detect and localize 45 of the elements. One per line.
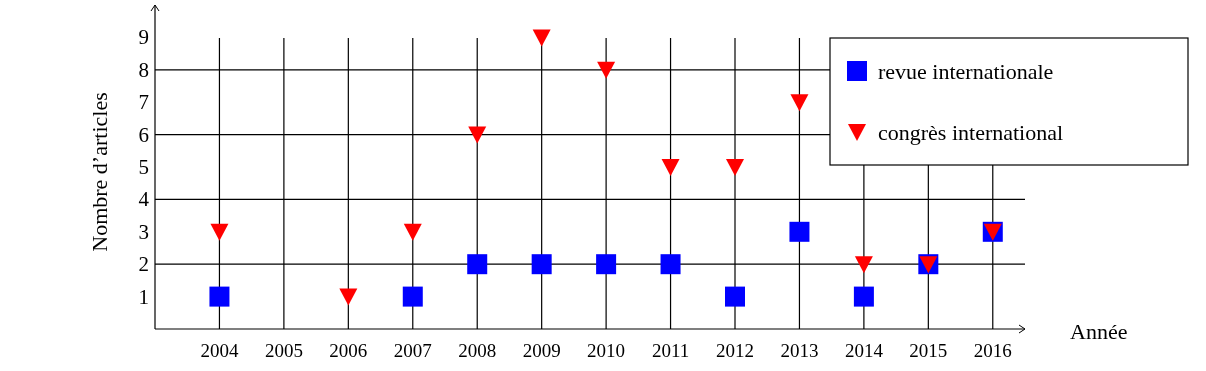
x-tick-label: 2015 xyxy=(909,340,948,361)
y-tick-label: 3 xyxy=(138,219,149,244)
x-tick-label: 2008 xyxy=(458,340,497,361)
y-tick-label: 8 xyxy=(138,57,149,82)
point xyxy=(597,61,616,79)
x-tick-label: 2004 xyxy=(200,340,239,361)
legend-label: revue internationale xyxy=(878,58,1054,84)
y-tick-label: 1 xyxy=(138,284,149,309)
point xyxy=(726,159,744,176)
point xyxy=(210,223,229,241)
point xyxy=(661,159,680,176)
point xyxy=(532,29,551,47)
x-axis-title: Année xyxy=(1070,319,1128,344)
point xyxy=(725,286,745,307)
y-tick-label: 7 xyxy=(138,90,149,115)
point xyxy=(854,256,873,274)
y-axis-title: Nombre d’articles xyxy=(87,92,112,252)
x-tick-label: 2016 xyxy=(973,340,1012,361)
point xyxy=(790,94,809,112)
point xyxy=(468,126,487,144)
x-tick-label: 2011 xyxy=(651,340,690,361)
point xyxy=(660,254,681,275)
x-tick-label: 2006 xyxy=(329,340,368,361)
x-tick-label: 2007 xyxy=(393,340,432,361)
x-tick-label: 2005 xyxy=(264,340,303,361)
point xyxy=(853,286,874,307)
y-tick-label: 9 xyxy=(138,25,149,50)
x-tick-label: 2012 xyxy=(716,340,754,361)
x-tick-label: 2009 xyxy=(522,340,561,361)
x-tick-label: 2010 xyxy=(587,340,626,361)
y-tick-label: 2 xyxy=(138,252,149,277)
x-tick-label: 2013 xyxy=(780,340,819,361)
point xyxy=(789,221,810,242)
y-tick-label: 5 xyxy=(138,155,149,179)
point xyxy=(339,288,358,306)
y-tick-label: 6 xyxy=(138,122,149,147)
point xyxy=(403,223,422,241)
point xyxy=(596,254,617,275)
point xyxy=(467,254,488,275)
point xyxy=(402,286,423,307)
x-tick-label: 2014 xyxy=(844,340,884,361)
legend-label: congrès international xyxy=(878,119,1064,145)
point xyxy=(531,254,552,275)
point xyxy=(209,286,230,307)
y-tick-label: 4 xyxy=(138,187,150,212)
